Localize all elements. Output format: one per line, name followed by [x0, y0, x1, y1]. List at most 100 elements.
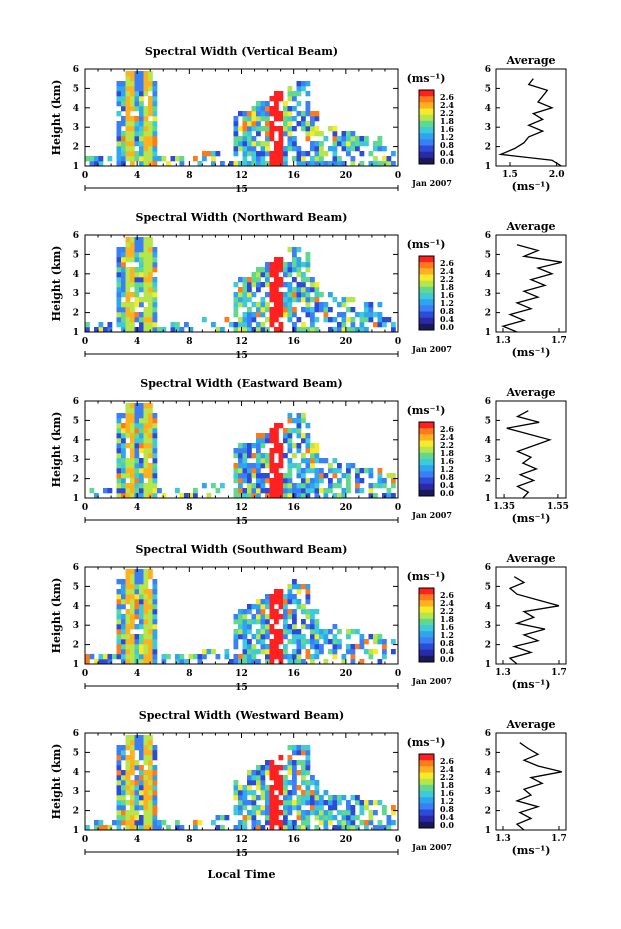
heatmap-cell — [130, 609, 135, 615]
colorbar-tick-label: 2.2 — [440, 440, 454, 450]
heatmap-cell — [287, 96, 293, 102]
heatmap-cell — [238, 629, 243, 635]
heatmap-cell — [139, 126, 144, 132]
heatmap-cell — [143, 614, 149, 620]
heatmap-cell — [125, 443, 131, 449]
heatmap-cell — [121, 252, 126, 258]
heatmap-cell — [355, 146, 360, 152]
heatmap-cell — [314, 815, 320, 821]
heatmap-cell — [301, 483, 306, 489]
heatmap-cell — [341, 131, 347, 137]
heatmap-cell — [287, 589, 293, 595]
heatmap-cell — [296, 443, 302, 449]
heatmap-cell — [274, 644, 279, 650]
heatmap-cell — [143, 287, 149, 293]
heatmap-cell — [130, 327, 135, 333]
heatmap-cell — [247, 654, 252, 660]
heatmap-cell — [265, 121, 270, 127]
heatmap-cell — [148, 488, 153, 494]
heatmap-cell — [139, 91, 144, 97]
heatmap-cell — [278, 282, 284, 288]
heatmap-cell — [121, 161, 126, 167]
y-tick-label: 3 — [73, 787, 79, 797]
heatmap-cell — [148, 619, 153, 625]
heatmap-cell — [310, 317, 315, 323]
colorbar-swatch — [419, 114, 434, 122]
heatmap-cell — [148, 775, 153, 781]
heatmap-cell — [269, 825, 275, 831]
heatmap-cell — [292, 649, 297, 655]
heatmap-cell — [116, 790, 122, 796]
heatmap-cell — [269, 322, 275, 328]
heatmap-cell — [283, 433, 288, 439]
heatmap-cell — [130, 121, 135, 127]
heatmap-cell — [130, 589, 135, 595]
heatmap-cell — [251, 644, 257, 650]
panel-4: Spectral Width (Westward Beam)0 4 8 12 16 20 0… — [50, 709, 567, 859]
heatmap-cell — [130, 644, 135, 650]
heatmap-cell — [148, 805, 153, 811]
x-tick-label: 12 — [235, 835, 248, 845]
heatmap-cell — [233, 810, 239, 816]
heatmap-cell — [314, 785, 320, 791]
heatmap-cell — [341, 327, 347, 333]
heatmap-cell — [116, 267, 122, 273]
heatmap-cell — [121, 433, 126, 439]
heatmap-cell — [148, 96, 153, 102]
heatmap-cell — [301, 292, 306, 298]
heatmap-cell — [130, 81, 135, 87]
heatmap-cell — [355, 136, 360, 142]
heatmap-cell — [143, 277, 149, 283]
heatmap-cell — [197, 820, 203, 826]
heatmap-cell — [139, 151, 144, 157]
heatmap-cell — [292, 599, 297, 605]
heatmap-cell — [148, 156, 153, 162]
heatmap-cell — [116, 745, 122, 751]
heatmap-cell — [350, 825, 356, 831]
heatmap-cell — [278, 96, 284, 102]
heatmap-cell — [247, 790, 252, 796]
average-title: Average — [505, 552, 555, 565]
heatmap-cell — [260, 624, 266, 630]
colorbar-swatch — [419, 434, 434, 441]
heatmap-cell — [130, 126, 135, 132]
heatmap-cell — [134, 277, 140, 283]
heatmap-cell — [242, 146, 248, 152]
heatmap-cell — [143, 473, 149, 479]
heatmap-cell — [274, 438, 279, 444]
heatmap-cell — [386, 161, 392, 167]
heatmap-cell — [292, 322, 297, 328]
x-tick-label: 0 — [82, 171, 88, 181]
heatmap-cell — [98, 322, 104, 328]
heatmap-cell — [350, 131, 356, 137]
heatmap-cell — [139, 237, 144, 243]
heatmap-cell — [278, 111, 284, 117]
colorbar-swatch — [419, 815, 434, 823]
heatmap-cell — [143, 408, 149, 414]
heatmap-cell — [238, 327, 243, 333]
avg-y-tick-label: 4 — [485, 104, 491, 114]
heatmap-cell — [269, 760, 275, 766]
heatmap-cell — [116, 619, 122, 625]
x-tick-label: 12 — [235, 503, 248, 513]
heatmap-cell — [130, 247, 135, 253]
heatmap-cell — [139, 468, 144, 474]
heatmap-cell — [251, 649, 257, 655]
heatmap-cell — [121, 478, 126, 484]
heatmap-cell — [148, 146, 153, 152]
heatmap-cell — [116, 312, 122, 318]
heatmap-cell — [233, 297, 239, 303]
heatmap-cell — [274, 312, 279, 318]
heatmap-cell — [121, 86, 126, 92]
heatmap-cell — [296, 287, 302, 293]
heatmap-cell — [260, 156, 266, 162]
heatmap-cell — [296, 750, 302, 756]
heatmap-cell — [247, 151, 252, 157]
heatmap-cell — [332, 800, 338, 806]
heatmap-cell — [125, 91, 131, 97]
heatmap-cell — [323, 161, 329, 167]
heatmap-cell — [233, 493, 239, 499]
heatmap-cell — [152, 307, 158, 313]
heatmap-cell — [251, 126, 257, 132]
heatmap-cell — [143, 785, 149, 791]
